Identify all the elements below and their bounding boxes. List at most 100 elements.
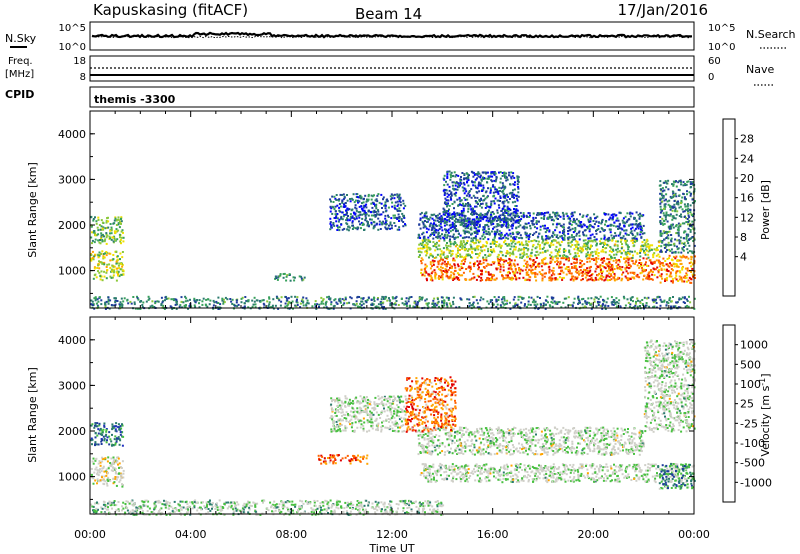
power-cell (539, 244, 541, 247)
power-cell (426, 265, 428, 268)
power-cell (587, 239, 590, 242)
power-cell (455, 191, 458, 194)
power-cell (510, 212, 513, 215)
power-cell (117, 274, 120, 277)
power-cell (396, 228, 399, 231)
power-cell (624, 237, 627, 240)
power-cell (667, 234, 670, 237)
power-cell (506, 205, 509, 208)
power-cell (567, 257, 570, 260)
power-cell (503, 299, 506, 302)
power-cell (502, 184, 505, 187)
power-cell (376, 222, 378, 225)
power-cell (658, 265, 661, 268)
power-cell (553, 213, 556, 216)
power-cell (567, 296, 570, 299)
power-cell (509, 307, 512, 310)
power-cell (318, 303, 321, 306)
power-cell (675, 232, 678, 235)
power-cell (684, 267, 687, 270)
power-cell (441, 220, 444, 223)
power-cell (603, 237, 606, 240)
power-cell (596, 248, 599, 251)
power-cell (629, 212, 632, 214)
power-cell (526, 215, 528, 218)
power-cell (122, 240, 125, 243)
power-cell (626, 233, 629, 236)
power-cell (342, 215, 345, 218)
power-cell (684, 205, 687, 208)
power-cell (683, 280, 686, 283)
power-cell (643, 250, 645, 252)
power-cell (93, 241, 96, 244)
power-cell (300, 277, 303, 280)
power-cell (446, 183, 449, 186)
power-cell (588, 266, 591, 269)
power-cell (133, 301, 136, 304)
power-cell (431, 217, 434, 220)
power-cell (499, 270, 502, 273)
power-cell (446, 175, 449, 178)
power-cell (621, 219, 624, 222)
power-cell (467, 177, 470, 180)
power-cell (434, 223, 437, 226)
power-cell (554, 302, 557, 305)
power-cell (541, 251, 544, 254)
power-cell (286, 274, 289, 277)
power-cell (520, 301, 523, 304)
power-cell (620, 279, 623, 282)
power-cell (504, 303, 507, 305)
power-cell (329, 222, 332, 225)
power-cell (553, 300, 556, 303)
power-cell (532, 212, 535, 215)
power-cell (198, 299, 201, 302)
power-cell (520, 215, 523, 218)
power-cell (452, 259, 454, 262)
power-cell (659, 184, 662, 187)
power-cell (560, 306, 563, 309)
power-cell (261, 299, 264, 302)
power-cell (669, 205, 671, 208)
power-cell (112, 254, 115, 256)
power-cell (375, 198, 378, 201)
power-cell (280, 300, 283, 303)
power-cell (453, 259, 456, 262)
power-cell (457, 265, 460, 268)
power-cell (445, 303, 448, 306)
power-cell (393, 204, 396, 207)
power-cell (683, 255, 686, 258)
power-cell (340, 216, 343, 219)
power-cell (459, 255, 462, 258)
power-cell (410, 296, 413, 298)
power-cell (463, 183, 466, 186)
power-cell (94, 216, 96, 219)
power-cell (541, 279, 544, 282)
power-cell (342, 198, 345, 201)
power-cell (118, 233, 121, 236)
power-cell (95, 222, 98, 225)
power-cell (608, 272, 611, 275)
power-cell (354, 206, 357, 209)
power-cell (566, 215, 569, 218)
power-cell (569, 253, 572, 256)
power-cell (377, 297, 379, 299)
power-cell (418, 223, 421, 226)
power-cell (100, 275, 103, 278)
power-cell (112, 222, 115, 225)
power-cell (659, 216, 662, 218)
power-cell (463, 173, 466, 176)
power-cell (381, 223, 384, 226)
power-cell (666, 200, 669, 203)
power-cell (178, 305, 181, 308)
power-cell (502, 269, 505, 272)
power-cell (556, 278, 559, 281)
power-cell (576, 248, 579, 251)
power-cell (676, 210, 679, 213)
power-cell (496, 211, 499, 214)
power-cell (517, 186, 520, 188)
power-cell (685, 237, 688, 240)
power-cell (565, 267, 568, 270)
power-cell (424, 220, 426, 222)
power-cell (514, 181, 516, 184)
power-cell (282, 273, 285, 275)
